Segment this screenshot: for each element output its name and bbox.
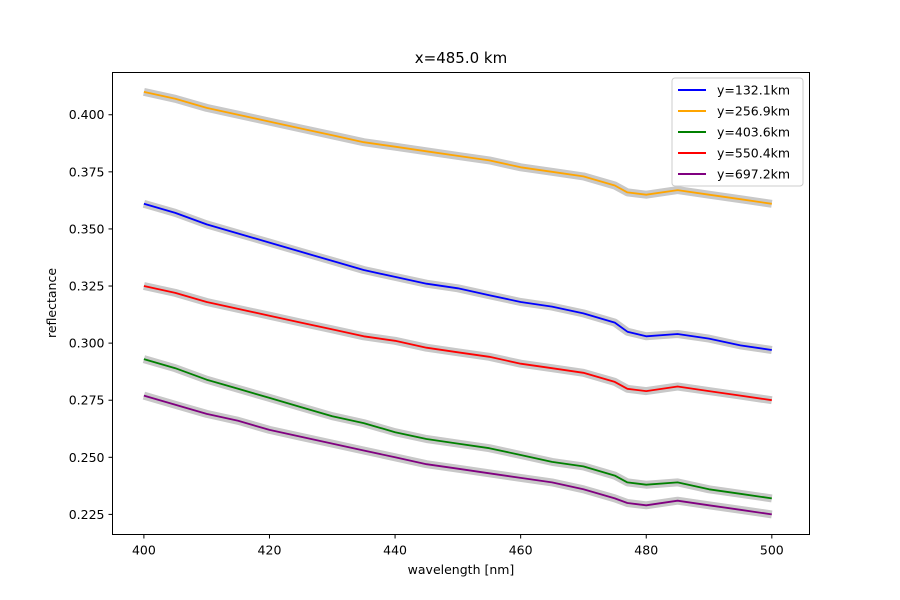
uncertainty-band-5 [142, 391, 773, 519]
y-tick-label: 0.300 [69, 336, 105, 351]
uncertainty-band-1 [142, 199, 773, 354]
x-tick-label: 500 [760, 543, 784, 558]
y-tick-label: 0.275 [69, 393, 105, 408]
legend-label-5: y=697.2km [717, 167, 790, 182]
legend-label-2: y=256.9km [717, 104, 790, 119]
y-tick-label: 0.250 [69, 450, 105, 465]
series-line-2 [143, 91, 772, 205]
y-tick-label: 0.225 [69, 507, 105, 522]
legend: y=132.1km y=256.9km y=403.6km y=550.4km y=69… [671, 77, 804, 187]
plot-frame [112, 72, 810, 535]
legend-label-1: y=132.1km [717, 83, 790, 98]
series-line-5 [143, 394, 772, 516]
series-line-1 [143, 202, 772, 351]
chart-title: x=485.0 km [415, 49, 507, 67]
legend-box [671, 77, 804, 187]
x-tick-label: 480 [634, 543, 658, 558]
y-axis: 0.225 0.250 0.275 0.300 0.325 0.350 0.375 0.400 [69, 107, 113, 522]
y-tick-label: 0.375 [69, 164, 105, 179]
y-tick-label: 0.350 [69, 221, 105, 236]
series-line-3 [143, 358, 772, 500]
x-tick-label: 400 [132, 543, 156, 558]
y-tick-label: 0.325 [69, 279, 105, 294]
uncertainty-band-3 [142, 355, 773, 503]
y-axis-label: reflectance [44, 268, 59, 338]
x-tick-label: 460 [509, 543, 533, 558]
legend-label-4: y=550.4km [717, 146, 790, 161]
legend-label-3: y=403.6km [717, 125, 790, 140]
uncertainty-band-4 [143, 282, 773, 405]
x-axis: 400 420 440 460 480 500 [132, 534, 784, 558]
series-lines [143, 91, 772, 516]
x-tick-label: 420 [258, 543, 282, 558]
x-axis-label: wavelength [nm] [408, 562, 515, 577]
y-tick-label: 0.400 [69, 107, 105, 122]
series-line-4 [143, 285, 772, 402]
x-tick-label: 440 [383, 543, 407, 558]
